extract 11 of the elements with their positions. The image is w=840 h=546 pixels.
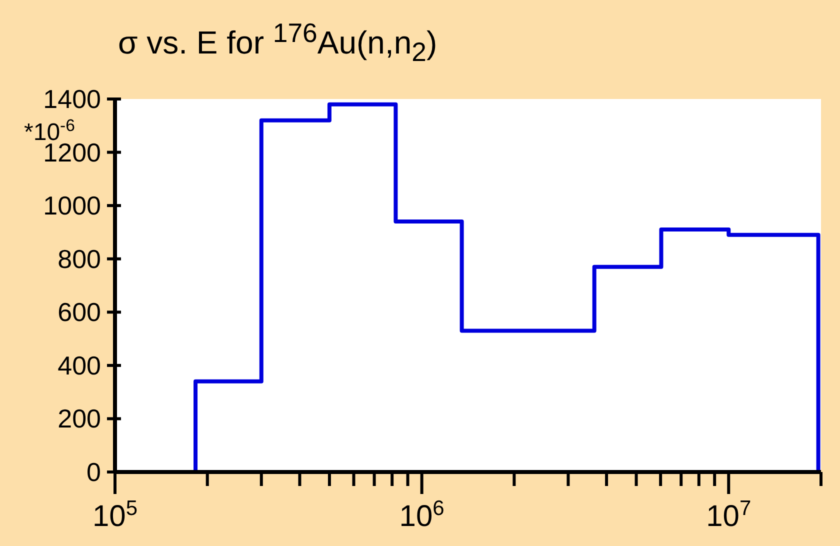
x-tick-label: 10$^{5}$ <box>92 496 138 533</box>
y-tick-label: 0 <box>86 457 101 487</box>
y-tick-label: 200 <box>58 404 101 434</box>
y-tick-label: 400 <box>58 350 101 380</box>
y-tick-label: 1400 <box>43 84 101 114</box>
y-tick-label: 600 <box>58 297 101 328</box>
chart-title: σ vs. E for $^{176}$Au(n,n$_{2}$) <box>118 18 438 68</box>
x-tick-label: 10$^{6}$ <box>399 496 444 533</box>
y-tick-label: 800 <box>58 244 101 274</box>
x-tick-label: 10$^{7}$ <box>706 496 752 533</box>
y-tick-label: 1000 <box>43 190 101 221</box>
